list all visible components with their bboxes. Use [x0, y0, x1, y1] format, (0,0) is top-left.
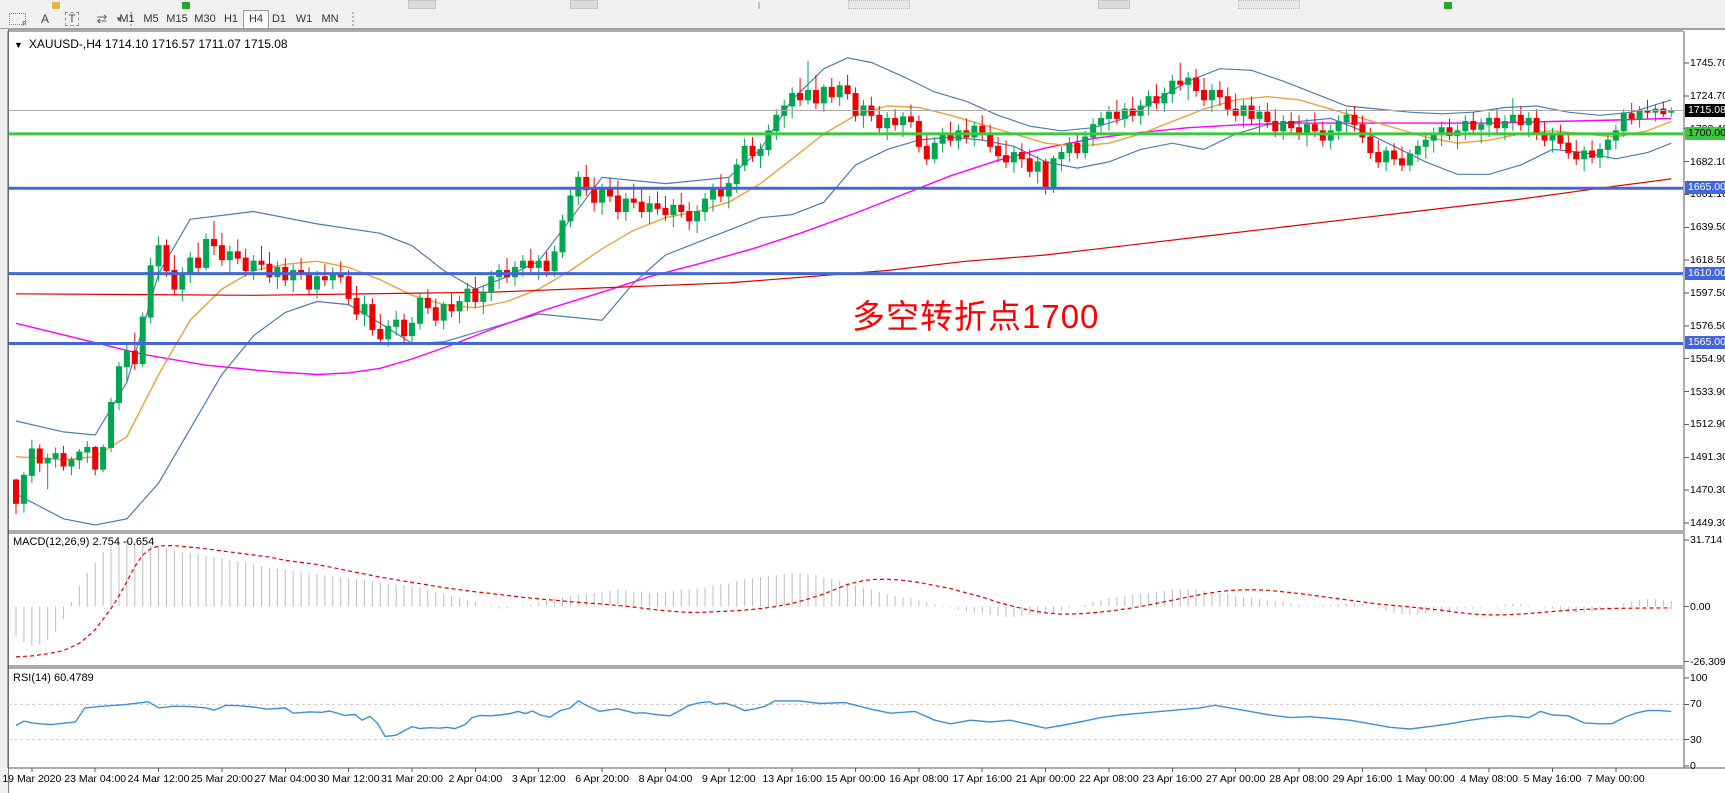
toolbar-fragment[interactable]: [1238, 0, 1300, 9]
grid-tool-icon[interactable]: F: [4, 11, 30, 28]
shapes-tool-icon[interactable]: ⇄: [96, 11, 108, 26]
toolbar-fragment[interactable]: [1444, 2, 1452, 9]
toolbar-fragment[interactable]: [408, 0, 436, 9]
text-tool-icon[interactable]: T: [60, 11, 84, 27]
chart-toolbar: F A T ⇄ ▾ M1 M5 M15 M30 H1 H4 D1 W1 MN: [0, 10, 1725, 30]
toolbar-fragment[interactable]: [570, 0, 598, 9]
timeframe-button-W1[interactable]: W1: [295, 13, 313, 25]
text-label-tool-icon[interactable]: A: [40, 12, 49, 26]
timeframe-button-H1[interactable]: H1: [223, 13, 239, 25]
toolbar-fragment[interactable]: [1098, 0, 1130, 9]
timeframe-button-M30[interactable]: M30: [194, 13, 216, 25]
toolbar-fragment[interactable]: [182, 2, 190, 9]
toolbar-separator: [130, 12, 135, 26]
timeframe-button-H4[interactable]: H4: [243, 10, 269, 30]
shapes-dropdown-caret-icon[interactable]: ▾: [116, 13, 122, 24]
timeframe-button-D1[interactable]: D1: [271, 13, 287, 25]
grid-dots-icon: F: [8, 13, 27, 28]
timeframe-button-M1[interactable]: M1: [119, 13, 135, 25]
timeframe-button-M15[interactable]: M15: [166, 13, 188, 25]
timeframe-button-M5[interactable]: M5: [143, 13, 159, 25]
timeframe-button-MN[interactable]: MN: [321, 13, 339, 25]
toolbar-fragment[interactable]: [52, 2, 60, 9]
chart-window[interactable]: ▼ XAUUSD-,H4 1714.10 1716.57 1711.07 1715…: [0, 28, 1725, 793]
text-box-icon: T: [64, 12, 80, 26]
candles: [13, 60, 1675, 515]
toolbar-fragment: [758, 2, 760, 9]
toolbar-fragment[interactable]: [848, 0, 910, 9]
toolbar-separator: [352, 12, 357, 26]
